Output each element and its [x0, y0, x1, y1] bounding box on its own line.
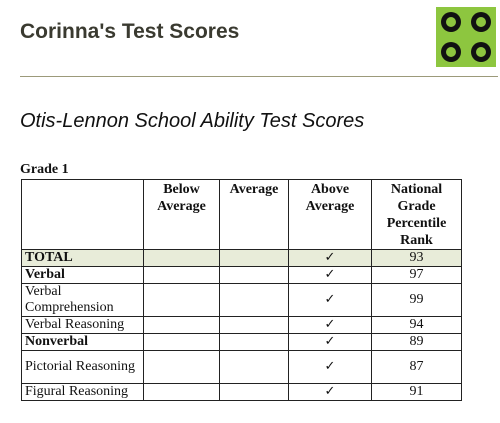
average-cell: [219, 316, 289, 334]
section-title: Otis-Lennon School Ability Test Scores: [20, 110, 365, 132]
green-circles-logo-icon: [436, 7, 496, 67]
header-divider: [20, 76, 498, 77]
logo-circle-bottom-left: [436, 37, 466, 67]
above-average-check: ✓: [288, 333, 372, 351]
table-row-verbal-comprehension: Verbal Comprehension ✓ 99: [21, 283, 462, 317]
logo-circle-top-right: [466, 7, 496, 37]
grade-label: Grade 1: [20, 162, 69, 177]
percentile-rank-cell: 91: [371, 383, 462, 401]
percentile-rank-cell: 87: [371, 350, 462, 384]
below-average-cell: [143, 333, 220, 351]
percentile-rank-cell: 94: [371, 316, 462, 334]
average-cell: [219, 383, 289, 401]
below-average-cell: [143, 249, 220, 267]
above-average-check: ✓: [288, 383, 372, 401]
average-cell: [219, 266, 289, 284]
average-cell: [219, 249, 289, 267]
below-average-cell: [143, 383, 220, 401]
average-cell: [219, 333, 289, 351]
percentile-rank-cell: 99: [371, 283, 462, 317]
header-percentile-rank: National Grade Percentile Rank: [371, 179, 462, 250]
percentile-rank-cell: 93: [371, 249, 462, 267]
row-label: Figural Reasoning: [21, 383, 144, 401]
above-average-check: ✓: [288, 350, 372, 384]
table-row-verbal: Verbal ✓ 97: [21, 266, 462, 284]
scores-table: Below Average Average Above Average Nati…: [21, 179, 462, 401]
row-label: Verbal Reasoning: [21, 316, 144, 334]
header-below-average: Below Average: [143, 179, 220, 250]
table-row-nonverbal: Nonverbal ✓ 89: [21, 333, 462, 351]
percentile-rank-cell: 89: [371, 333, 462, 351]
table-row-total: TOTAL ✓ 93: [21, 249, 462, 267]
above-average-check: ✓: [288, 266, 372, 284]
row-label: Verbal: [21, 266, 144, 284]
table-row-pictorial-reasoning: Pictorial Reasoning ✓ 87: [21, 350, 462, 384]
logo-circle-bottom-right: [466, 37, 496, 67]
row-label: TOTAL: [21, 249, 144, 267]
row-label: Nonverbal: [21, 333, 144, 351]
above-average-check: ✓: [288, 249, 372, 267]
row-label: Pictorial Reasoning: [21, 350, 144, 384]
table-row-verbal-reasoning: Verbal Reasoning ✓ 94: [21, 316, 462, 334]
page-title: Corinna's Test Scores: [20, 20, 240, 43]
below-average-cell: [143, 283, 220, 317]
page-header: Corinna's Test Scores: [0, 0, 500, 78]
table-header-row: Below Average Average Above Average Nati…: [21, 179, 462, 250]
logo-circle-top-left: [436, 7, 466, 37]
above-average-check: ✓: [288, 316, 372, 334]
header-above-average: Above Average: [288, 179, 372, 250]
header-empty: [21, 179, 144, 250]
average-cell: [219, 283, 289, 317]
below-average-cell: [143, 266, 220, 284]
below-average-cell: [143, 350, 220, 384]
table-row-figural-reasoning: Figural Reasoning ✓ 91: [21, 383, 462, 401]
row-label: Verbal Comprehension: [21, 283, 144, 317]
below-average-cell: [143, 316, 220, 334]
above-average-check: ✓: [288, 283, 372, 317]
average-cell: [219, 350, 289, 384]
header-average: Average: [219, 179, 289, 250]
percentile-rank-cell: 97: [371, 266, 462, 284]
